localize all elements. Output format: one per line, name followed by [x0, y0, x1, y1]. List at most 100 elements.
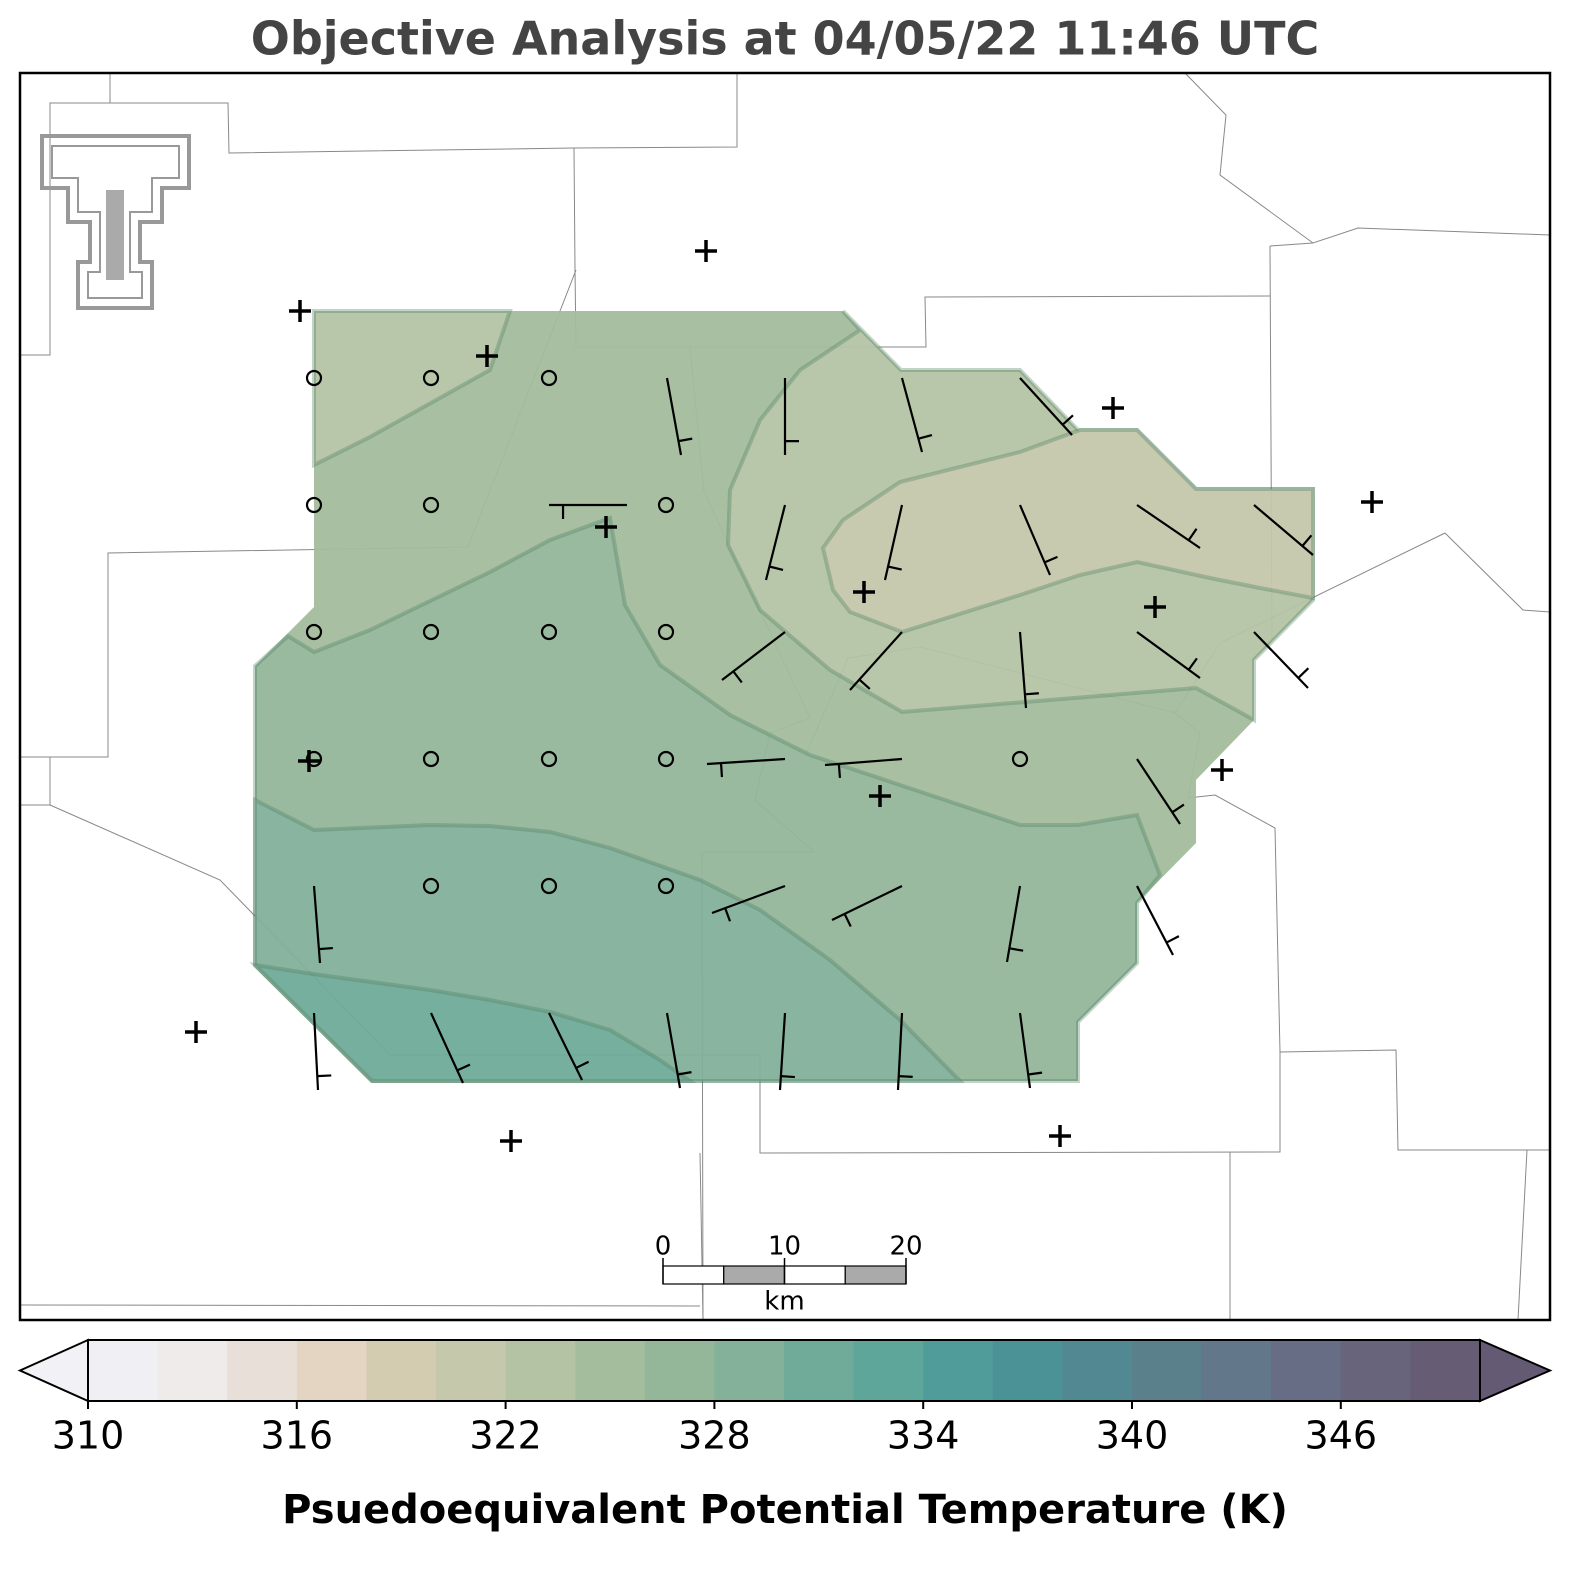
scale-segment — [844, 1265, 907, 1285]
contour-fill — [249, 309, 1315, 1083]
scale-unit: km — [764, 1287, 804, 1317]
wind-barb — [778, 1012, 795, 1091]
colorbar-label: Psuedoequivalent Potential Temperature (… — [282, 1487, 1288, 1533]
calm-station — [540, 623, 558, 641]
missing-station — [595, 516, 617, 538]
colorbar-under — [17, 1338, 89, 1403]
wind-barb — [721, 631, 786, 684]
wind-barb — [1136, 758, 1185, 825]
colorbar-tick-label: 346 — [1305, 1414, 1378, 1458]
calm-station — [305, 496, 323, 514]
wind-barb — [1136, 504, 1201, 549]
colorbar-tick-label: 340 — [1096, 1414, 1169, 1458]
colorbar-tick-label: 310 — [52, 1414, 125, 1458]
calm-station — [422, 369, 440, 387]
wind-barb — [429, 1012, 471, 1084]
colorbar: 310 316 322 328 334 340 346 — [17, 1338, 1553, 1458]
calm-station — [540, 877, 558, 895]
missing-station — [185, 1021, 207, 1043]
calm-station — [305, 750, 323, 768]
missing-station — [1049, 1125, 1071, 1147]
missing-station — [853, 581, 875, 603]
calm-station — [305, 369, 323, 387]
colorbar-tick-label: 322 — [469, 1414, 542, 1458]
colorbar-bin — [923, 1340, 994, 1401]
wind-barb — [312, 885, 333, 964]
colorbar-bin — [436, 1340, 507, 1401]
colorbar-tick-label: 334 — [887, 1414, 960, 1458]
colorbar-bin — [88, 1340, 159, 1401]
colorbar-over — [1479, 1338, 1553, 1403]
calm-station — [422, 623, 440, 641]
calm-station — [422, 496, 440, 514]
wind-barb — [900, 377, 933, 453]
colorbar-bin — [366, 1340, 437, 1401]
calm-station — [657, 496, 675, 514]
calm-station — [657, 750, 675, 768]
missing-station — [298, 750, 320, 772]
missing-station — [1211, 759, 1233, 781]
wind-barb — [711, 884, 786, 922]
calm-station — [305, 623, 323, 641]
wind-barb — [783, 378, 799, 455]
wind-barb — [1253, 631, 1310, 689]
missing-station — [1361, 491, 1383, 513]
scale-segment — [783, 1265, 846, 1285]
missing-station — [1144, 596, 1166, 618]
calm-station — [1011, 750, 1029, 768]
wind-barb — [849, 631, 903, 691]
colorbar-tick-label: 328 — [678, 1414, 751, 1458]
missing-station — [869, 785, 891, 807]
scale-tick-label: 0 — [655, 1232, 672, 1262]
colorbar-tick-label: 316 — [261, 1414, 334, 1458]
colorbar-bin — [853, 1340, 924, 1401]
wind-barb — [1018, 504, 1058, 576]
wind-barb — [1136, 631, 1201, 679]
colorbar-bin — [575, 1340, 646, 1401]
scale-segment — [723, 1265, 786, 1285]
calm-station — [422, 750, 440, 768]
wind-barb — [1019, 377, 1074, 436]
scale-segment — [662, 1265, 725, 1285]
missing-station — [695, 240, 717, 262]
wind-barb — [883, 504, 904, 581]
wind-barb — [549, 503, 627, 519]
colorbar-bin — [505, 1340, 576, 1401]
logo — [40, 134, 191, 310]
map-area: 0 10 20 km — [18, 71, 1552, 1322]
colorbar-bin — [157, 1340, 228, 1401]
calm-station — [657, 623, 675, 641]
missing-station — [500, 1130, 522, 1152]
map-title: Objective Analysis at 04/05/22 11:46 UTC — [251, 12, 1320, 66]
map-frame — [18, 71, 1552, 1322]
wind-barb — [1136, 885, 1180, 956]
wind-barb — [548, 1012, 590, 1081]
stations — [185, 240, 1383, 1152]
wind-barb — [312, 1012, 332, 1091]
calm-station — [422, 877, 440, 895]
colorbar-bin — [1410, 1340, 1481, 1401]
colorbar-bin — [992, 1340, 1063, 1401]
wind-barb — [1253, 504, 1314, 556]
wind-barb — [1018, 1012, 1043, 1089]
scale-bar: 0 10 20 km — [655, 1232, 923, 1317]
colorbar-bin — [1132, 1340, 1203, 1401]
wind-barb — [665, 1012, 692, 1089]
wind-barb — [896, 1012, 913, 1091]
colorbar-bin — [1271, 1340, 1342, 1401]
wind-barb — [665, 377, 693, 456]
wind-barb — [1005, 885, 1024, 963]
colorbar-bin — [714, 1340, 785, 1401]
calm-station — [540, 750, 558, 768]
scale-tick-label: 20 — [889, 1232, 922, 1262]
calm-station — [540, 369, 558, 387]
calm-station — [657, 877, 675, 895]
wind-barb — [831, 885, 903, 927]
wind-barb — [764, 504, 787, 581]
wind-barb — [1018, 631, 1039, 709]
colorbar-bin — [296, 1340, 367, 1401]
missing-station — [1102, 397, 1124, 419]
missing-station — [476, 345, 498, 367]
colorbar-bin — [644, 1340, 715, 1401]
